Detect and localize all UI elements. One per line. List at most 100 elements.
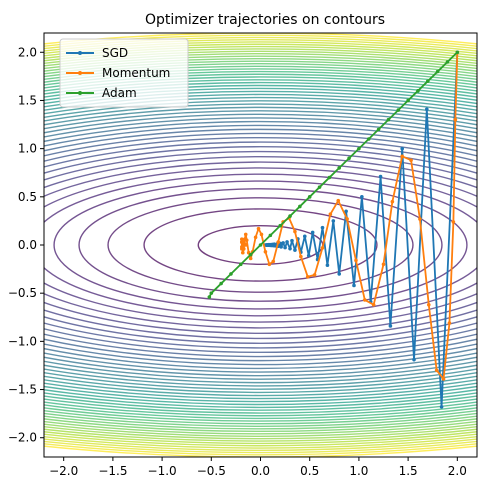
data-point	[352, 283, 356, 288]
contour-line	[44, 55, 477, 435]
x-tick-label: −0.5	[197, 464, 226, 478]
data-point	[259, 232, 264, 237]
data-point	[312, 273, 317, 277]
data-point	[240, 245, 245, 249]
data-point	[425, 107, 429, 111]
contour-line	[44, 137, 477, 353]
data-point	[253, 235, 258, 240]
contour-line	[44, 113, 477, 377]
contour-lines	[44, 33, 477, 457]
contour-line	[44, 150, 477, 340]
contour-line	[44, 68, 477, 422]
data-point	[310, 230, 315, 235]
data-point	[337, 166, 342, 170]
x-tick-label: −1.0	[148, 464, 177, 478]
contour-line	[44, 156, 477, 334]
data-point	[371, 302, 376, 307]
contour-line	[107, 197, 414, 293]
data-point	[242, 237, 247, 242]
data-point	[400, 146, 405, 151]
data-point	[290, 238, 294, 243]
data-point	[293, 229, 297, 234]
data-point	[288, 246, 292, 251]
data-point	[451, 220, 456, 224]
data-point	[386, 117, 391, 122]
contour-line	[44, 76, 477, 414]
series-momentum	[240, 50, 460, 381]
contour-line	[44, 173, 477, 317]
data-point	[447, 321, 452, 325]
contour-line	[44, 79, 477, 411]
contour-line	[44, 73, 477, 417]
x-tick-label: 1.0	[349, 464, 368, 478]
contour-line	[44, 39, 477, 451]
y-tick-label: 1.0	[18, 142, 37, 156]
data-point	[360, 195, 364, 199]
data-point	[243, 243, 248, 247]
data-point	[320, 225, 325, 230]
data-point	[388, 324, 393, 328]
y-tick-label: 1.5	[18, 93, 37, 107]
legend: SGD Momentum Adam	[59, 38, 189, 108]
contour-line	[44, 65, 477, 425]
data-point	[248, 256, 253, 261]
data-point	[240, 237, 244, 242]
data-point	[307, 195, 312, 199]
data-point	[320, 246, 325, 250]
legend-label: Adam	[102, 86, 137, 100]
data-point	[317, 185, 322, 189]
contour-line	[44, 41, 477, 449]
series-layer	[207, 50, 460, 409]
y-tick-label: −1.0	[8, 334, 37, 348]
data-point	[248, 252, 253, 257]
data-point	[302, 234, 307, 239]
legend-marker	[78, 91, 82, 95]
contour-line	[53, 180, 468, 310]
contour-line	[44, 70, 477, 420]
data-point	[378, 174, 383, 179]
data-point	[256, 226, 261, 231]
contour-line	[44, 45, 477, 445]
contour-line	[44, 90, 477, 400]
contour-line	[44, 128, 477, 362]
series-sgd	[263, 50, 460, 409]
data-point	[207, 295, 212, 299]
data-point	[283, 245, 287, 250]
data-point	[381, 262, 386, 267]
data-point	[267, 262, 272, 267]
data-point	[426, 302, 431, 307]
contour-line	[44, 146, 477, 344]
data-point	[285, 240, 289, 244]
legend-marker	[78, 71, 82, 75]
legend-marker	[78, 51, 82, 55]
data-point	[345, 217, 349, 221]
data-point	[344, 209, 348, 214]
data-point	[298, 204, 302, 209]
y-tick-label: −0.5	[8, 286, 37, 300]
chart-title: Optimizer trajectories on contours	[145, 12, 385, 28]
y-tick-label: −2.0	[8, 431, 37, 445]
contour-line	[44, 34, 477, 456]
y-tick-label: 2.0	[18, 45, 37, 59]
data-point	[299, 254, 303, 259]
contour-line	[44, 161, 477, 329]
data-point	[425, 79, 430, 83]
contour-line	[44, 167, 477, 323]
contour-line	[44, 87, 477, 403]
contour-line	[44, 141, 477, 349]
data-point	[279, 245, 283, 249]
data-point	[229, 272, 233, 276]
legend-box	[59, 38, 189, 108]
x-tick-label: 2.0	[448, 464, 467, 478]
y-tick-label: 0.5	[18, 190, 37, 204]
contour-line	[44, 93, 477, 397]
y-axis: −2.0 −1.5 −1.0 −0.5 0.0 0.5 1.0 1.5 2.0	[8, 45, 44, 445]
series-adam	[207, 50, 460, 299]
data-point	[327, 175, 332, 180]
data-point	[363, 298, 367, 302]
contour-line	[44, 81, 477, 409]
data-point	[325, 263, 330, 268]
data-point	[455, 50, 460, 55]
data-point	[418, 217, 422, 221]
